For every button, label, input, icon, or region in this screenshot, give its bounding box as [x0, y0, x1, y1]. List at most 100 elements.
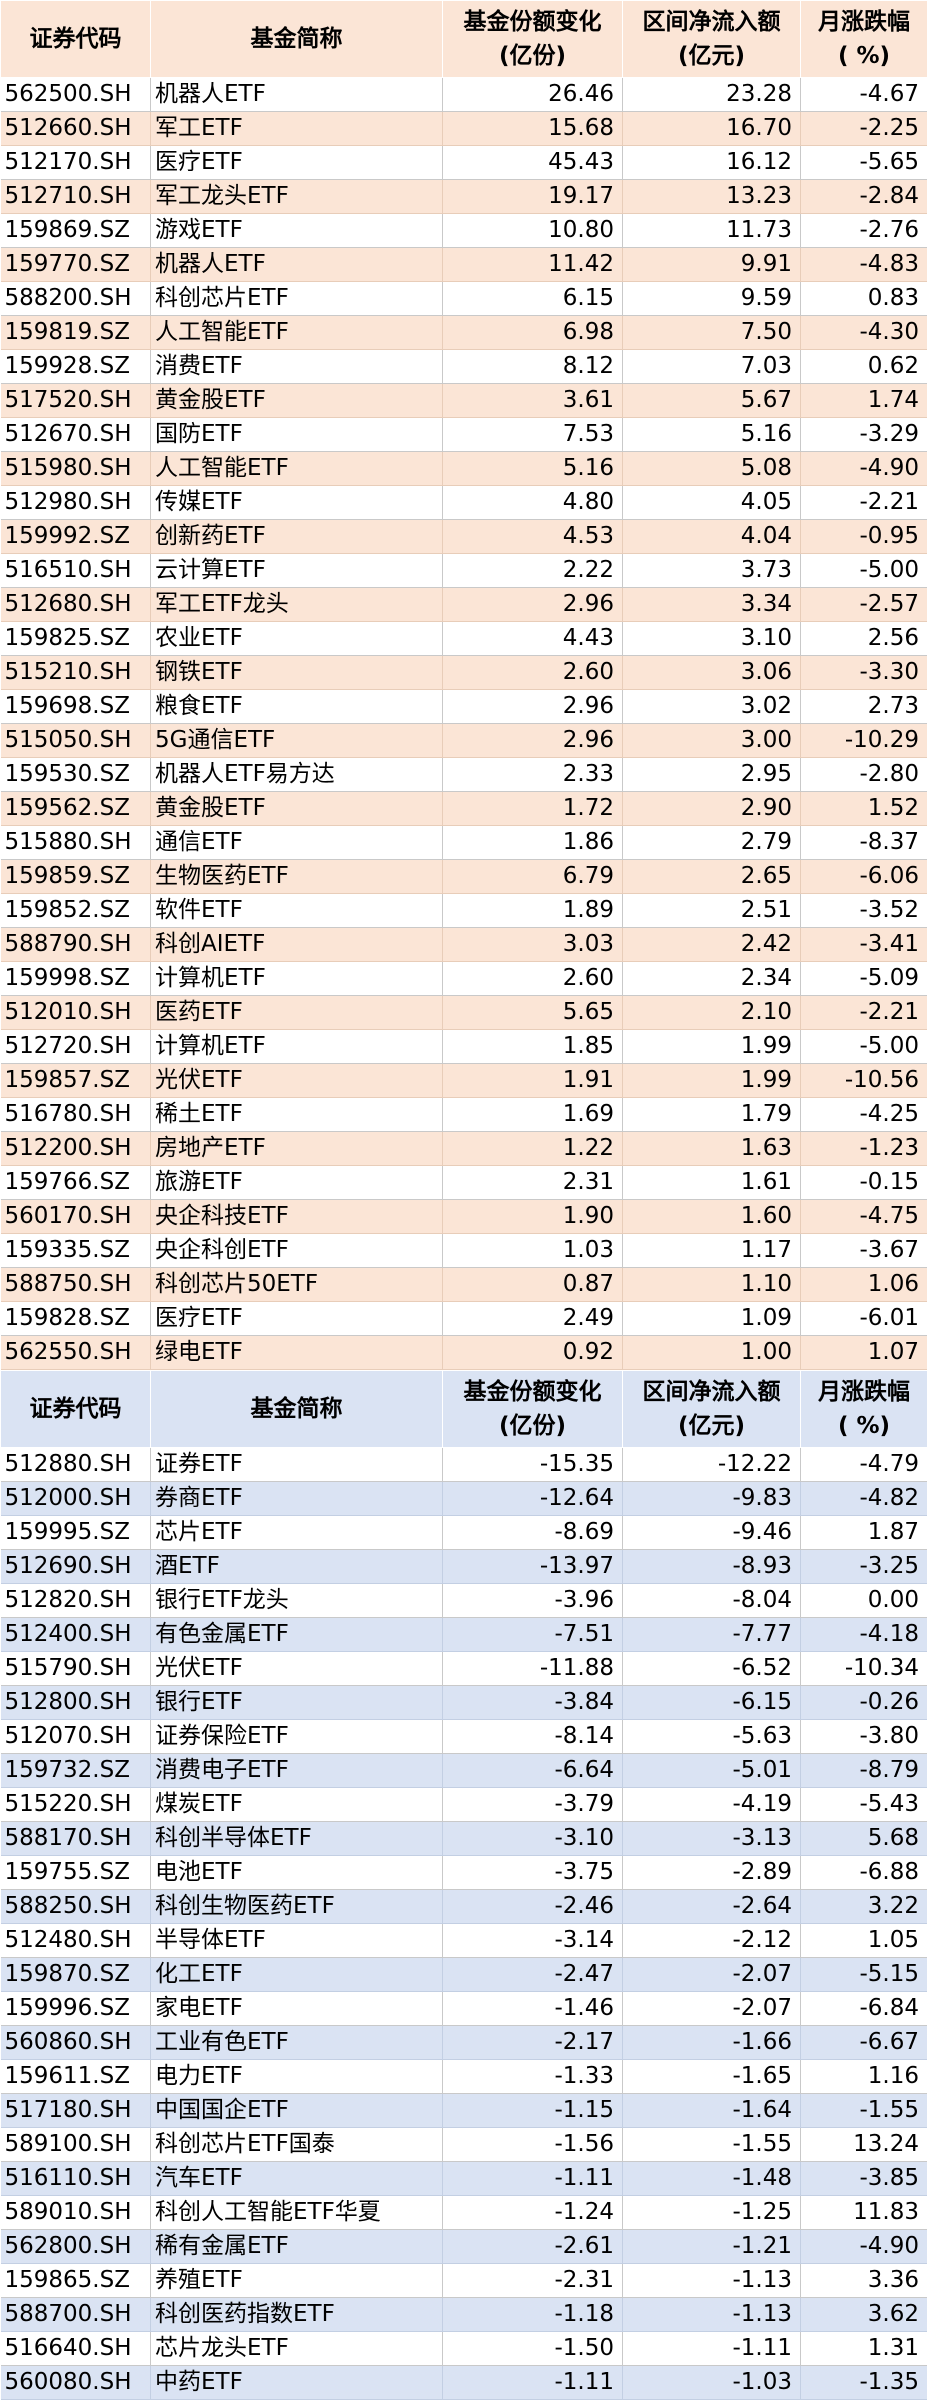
- share-change-cell: 2.60: [442, 961, 623, 996]
- code-cell: 589010.SH: [0, 2195, 151, 2230]
- table-row: 159828.SZ 医疗ETF 2.49 1.09 -6.01: [0, 1301, 927, 1336]
- share-change-cell: 3.03: [442, 927, 623, 962]
- monthly-change-cell: -4.25: [800, 1097, 927, 1132]
- monthly-change-cell: 1.87: [800, 1515, 927, 1550]
- share-change-cell: 2.96: [442, 723, 623, 758]
- table-row: 512980.SH 传媒ETF 4.80 4.05 -2.21: [0, 485, 927, 520]
- share-change-cell: -15.35: [442, 1447, 623, 1482]
- share-change-cell: 2.96: [442, 689, 623, 724]
- name-cell: 传媒ETF: [150, 485, 443, 520]
- share-change-cell: 26.46: [442, 77, 623, 112]
- share-change-cell: 19.17: [442, 179, 623, 214]
- code-cell: 588170.SH: [0, 1821, 151, 1856]
- name-cell: 旅游ETF: [150, 1165, 443, 1200]
- code-cell: 517180.SH: [0, 2093, 151, 2128]
- net-inflow-cell: 1.09: [622, 1301, 801, 1336]
- name-cell: 医疗ETF: [150, 145, 443, 180]
- net-inflow-cell: 2.10: [622, 995, 801, 1030]
- code-cell: 515210.SH: [0, 655, 151, 690]
- code-cell: 562800.SH: [0, 2229, 151, 2264]
- monthly-change-cell: -3.25: [800, 1549, 927, 1584]
- code-cell: 588250.SH: [0, 1889, 151, 1924]
- table-row: 516110.SH 汽车ETF -1.11 -1.48 -3.85: [0, 2161, 927, 2196]
- name-cell: 光伏ETF: [150, 1651, 443, 1686]
- net-inflow-cell: 16.12: [622, 145, 801, 180]
- name-cell: 酒ETF: [150, 1549, 443, 1584]
- share-change-cell: -3.10: [442, 1821, 623, 1856]
- net-inflow-cell: 3.34: [622, 587, 801, 622]
- monthly-change-cell: -5.00: [800, 553, 927, 588]
- table-row: 512660.SH 军工ETF 15.68 16.70 -2.25: [0, 111, 927, 146]
- name-cell: 人工智能ETF: [150, 315, 443, 350]
- table-row: 159698.SZ 粮食ETF 2.96 3.02 2.73: [0, 689, 927, 724]
- code-cell: 159698.SZ: [0, 689, 151, 724]
- net-inflow-cell: -1.48: [622, 2161, 801, 2196]
- net-inflow-cell: 9.59: [622, 281, 801, 316]
- table-row: 588790.SH 科创AIETF 3.03 2.42 -3.41: [0, 927, 927, 962]
- code-cell: 512980.SH: [0, 485, 151, 520]
- net-inflow-cell: -4.19: [622, 1787, 801, 1822]
- name-cell: 央企科技ETF: [150, 1199, 443, 1234]
- share-change-cell: 2.60: [442, 655, 623, 690]
- name-cell: 消费电子ETF: [150, 1753, 443, 1788]
- table-row: 512400.SH 有色金属ETF -7.51 -7.77 -4.18: [0, 1617, 927, 1652]
- net-inflow-cell: -9.46: [622, 1515, 801, 1550]
- monthly-change-cell: -3.30: [800, 655, 927, 690]
- table-row: 159770.SZ 机器人ETF 11.42 9.91 -4.83: [0, 247, 927, 282]
- code-cell: 512070.SH: [0, 1719, 151, 1754]
- share-change-cell: -2.47: [442, 1957, 623, 1992]
- code-cell: 515050.SH: [0, 723, 151, 758]
- share-change-cell: 45.43: [442, 145, 623, 180]
- monthly-change-cell: -4.82: [800, 1481, 927, 1516]
- share-change-cell: -13.97: [442, 1549, 623, 1584]
- table-row: 159562.SZ 黄金股ETF 1.72 2.90 1.52: [0, 791, 927, 826]
- name-cell: 科创芯片ETF国泰: [150, 2127, 443, 2162]
- share-change-cell: 6.15: [442, 281, 623, 316]
- share-change-cell: 2.31: [442, 1165, 623, 1200]
- monthly-change-cell: -3.29: [800, 417, 927, 452]
- code-cell: 512200.SH: [0, 1131, 151, 1166]
- share-change-cell: 7.53: [442, 417, 623, 452]
- net-inflow-cell: 3.06: [622, 655, 801, 690]
- code-cell: 515790.SH: [0, 1651, 151, 1686]
- table-row: 159530.SZ 机器人ETF易方达 2.33 2.95 -2.80: [0, 757, 927, 792]
- net-inflow-cell: -2.89: [622, 1855, 801, 1890]
- header-monthly-change: 月涨跌幅( %): [800, 0, 927, 78]
- code-cell: 516780.SH: [0, 1097, 151, 1132]
- name-cell: 军工ETF龙头: [150, 587, 443, 622]
- table-row: 159996.SZ 家电ETF -1.46 -2.07 -6.84: [0, 1991, 927, 2026]
- monthly-change-cell: 1.07: [800, 1335, 927, 1370]
- name-cell: 绿电ETF: [150, 1335, 443, 1370]
- net-inflow-cell: -1.13: [622, 2263, 801, 2298]
- table-row: 512720.SH 计算机ETF 1.85 1.99 -5.00: [0, 1029, 927, 1064]
- net-inflow-cell: -1.64: [622, 2093, 801, 2128]
- monthly-change-cell: -5.09: [800, 961, 927, 996]
- monthly-change-cell: -4.90: [800, 2229, 927, 2264]
- code-cell: 588200.SH: [0, 281, 151, 316]
- table-row: 516510.SH 云计算ETF 2.22 3.73 -5.00: [0, 553, 927, 588]
- share-change-cell: -2.31: [442, 2263, 623, 2298]
- table-row: 512680.SH 军工ETF龙头 2.96 3.34 -2.57: [0, 587, 927, 622]
- name-cell: 钢铁ETF: [150, 655, 443, 690]
- net-inflow-cell: -8.04: [622, 1583, 801, 1618]
- name-cell: 国防ETF: [150, 417, 443, 452]
- code-cell: 159530.SZ: [0, 757, 151, 792]
- code-cell: 512010.SH: [0, 995, 151, 1030]
- monthly-change-cell: -2.76: [800, 213, 927, 248]
- code-cell: 560860.SH: [0, 2025, 151, 2060]
- code-cell: 159865.SZ: [0, 2263, 151, 2298]
- name-cell: 科创半导体ETF: [150, 1821, 443, 1856]
- table-row: 562550.SH 绿电ETF 0.92 1.00 1.07: [0, 1335, 927, 1370]
- code-cell: 512820.SH: [0, 1583, 151, 1618]
- net-inflow-cell: 1.10: [622, 1267, 801, 1302]
- name-cell: 科创生物医药ETF: [150, 1889, 443, 1924]
- table-row: 562800.SH 稀有金属ETF -2.61 -1.21 -4.90: [0, 2229, 927, 2264]
- monthly-change-cell: -2.21: [800, 485, 927, 520]
- table-row: 512010.SH 医药ETF 5.65 2.10 -2.21: [0, 995, 927, 1030]
- net-inflow-cell: -2.07: [622, 1991, 801, 2026]
- name-cell: 生物医药ETF: [150, 859, 443, 894]
- monthly-change-cell: -3.52: [800, 893, 927, 928]
- share-change-cell: 4.53: [442, 519, 623, 554]
- header-net-inflow: 区间净流入额 (亿元): [622, 0, 801, 78]
- share-change-cell: -6.64: [442, 1753, 623, 1788]
